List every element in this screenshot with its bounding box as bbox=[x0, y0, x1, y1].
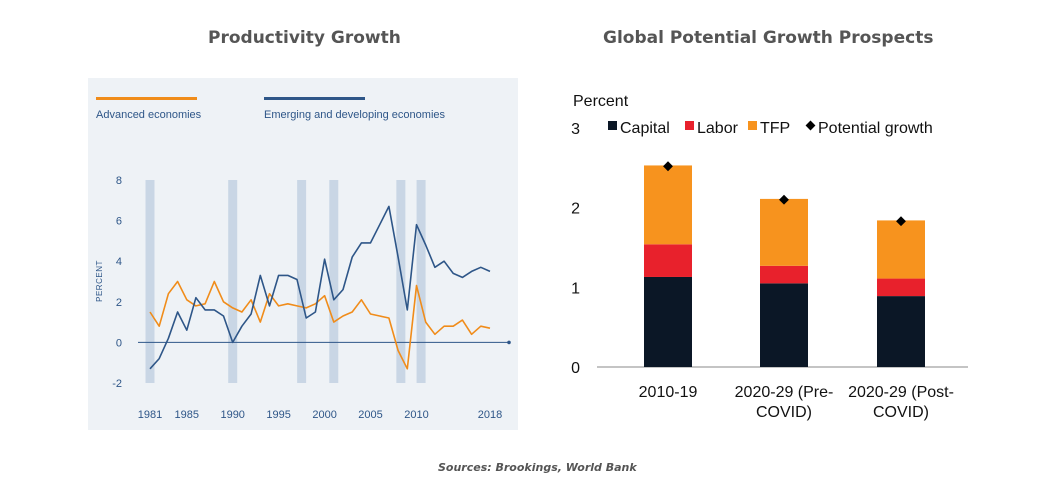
category-label-0-0: 2010-19 bbox=[639, 384, 698, 401]
x-tick-label-1995: 1995 bbox=[266, 409, 290, 421]
x-tick-label-2005: 2005 bbox=[358, 409, 382, 421]
bar-capital-0 bbox=[644, 276, 692, 367]
productivity-growth-chart: 8 6 4 2 0 -2 PERCENT 1981 1985 1990 1995 2000 2005 20… bbox=[95, 97, 511, 421]
bar-labor-2 bbox=[877, 278, 925, 297]
y-tick-label-3: 2 bbox=[116, 297, 122, 309]
left-chart-title: Productivity Growth bbox=[208, 28, 401, 48]
y-axis-label: PERCENT bbox=[95, 260, 104, 302]
recession-band-5 bbox=[416, 180, 426, 383]
y-tick-label-0: 0 bbox=[571, 360, 580, 377]
x-tick-label-1985: 1985 bbox=[175, 409, 199, 421]
y-tick-label-0: 8 bbox=[116, 175, 122, 187]
legend-label-3: Potential growth bbox=[818, 120, 933, 137]
recession-band-4 bbox=[396, 180, 406, 383]
series-line-1 bbox=[149, 205, 491, 370]
x-tick-label-1981: 1981 bbox=[138, 409, 162, 421]
y-tick-label-2: 2 bbox=[571, 201, 580, 218]
category-label-2-0: 2020-29 (Post- bbox=[848, 384, 954, 401]
category-label-1-1: COVID) bbox=[756, 404, 812, 421]
right-chart-title: Global Potential Growth Prospects bbox=[603, 28, 934, 48]
productivity-chart-panel: 8 6 4 2 0 -2 PERCENT 1981 1985 1990 1995 2000 2005 20… bbox=[88, 78, 518, 430]
bar-tfp-2 bbox=[877, 220, 925, 279]
y-tick-label-5: -2 bbox=[112, 378, 122, 390]
potential-growth-marker-0 bbox=[663, 161, 673, 172]
potential-growth-marker-2 bbox=[896, 216, 906, 227]
source-note: Sources: Brookings, World Bank bbox=[438, 461, 637, 474]
legend-label-1: Emerging and developing economies bbox=[264, 109, 446, 121]
recession-band-0 bbox=[145, 180, 155, 383]
bar-labor-0 bbox=[644, 244, 692, 277]
legend-swatch-1 bbox=[685, 121, 694, 130]
y-tick-label-3: 3 bbox=[571, 121, 580, 138]
legend-swatch-2 bbox=[748, 121, 757, 130]
category-label-1-0: 2020-29 (Pre- bbox=[735, 384, 834, 401]
y-tick-label-4: 0 bbox=[116, 337, 122, 349]
category-label-2-1: COVID) bbox=[873, 404, 929, 421]
legend-swatch-1 bbox=[264, 97, 365, 100]
y-axis-label: Percent bbox=[573, 93, 629, 110]
recession-band-1 bbox=[228, 180, 238, 383]
y-tick-label-1: 6 bbox=[116, 216, 122, 228]
legend-label-0: Advanced economies bbox=[96, 109, 202, 121]
y-tick-label-1: 1 bbox=[571, 280, 580, 297]
legend-marker-3 bbox=[805, 120, 816, 131]
legend-label-0: Capital bbox=[620, 120, 670, 137]
zero-line-end-dot bbox=[507, 340, 511, 345]
series-line-0 bbox=[149, 280, 491, 370]
bar-tfp-0 bbox=[644, 165, 692, 245]
potential-growth-marker-1 bbox=[779, 194, 789, 205]
bar-labor-1 bbox=[760, 265, 808, 284]
recession-band-2 bbox=[297, 180, 307, 383]
y-tick-label-2: 4 bbox=[116, 256, 122, 268]
x-tick-label-1990: 1990 bbox=[220, 409, 244, 421]
legend-swatch-0 bbox=[96, 97, 197, 100]
legend-swatch-0 bbox=[608, 121, 617, 130]
bar-capital-2 bbox=[877, 296, 925, 367]
x-tick-label-2010: 2010 bbox=[404, 409, 428, 421]
bar-capital-1 bbox=[760, 283, 808, 367]
legend-label-1: Labor bbox=[697, 120, 739, 137]
legend-label-2: TFP bbox=[760, 120, 790, 137]
bar-tfp-1 bbox=[760, 198, 808, 266]
x-tick-label-2018: 2018 bbox=[478, 409, 502, 421]
x-tick-label-2000: 2000 bbox=[312, 409, 336, 421]
recession-band-3 bbox=[329, 180, 339, 383]
